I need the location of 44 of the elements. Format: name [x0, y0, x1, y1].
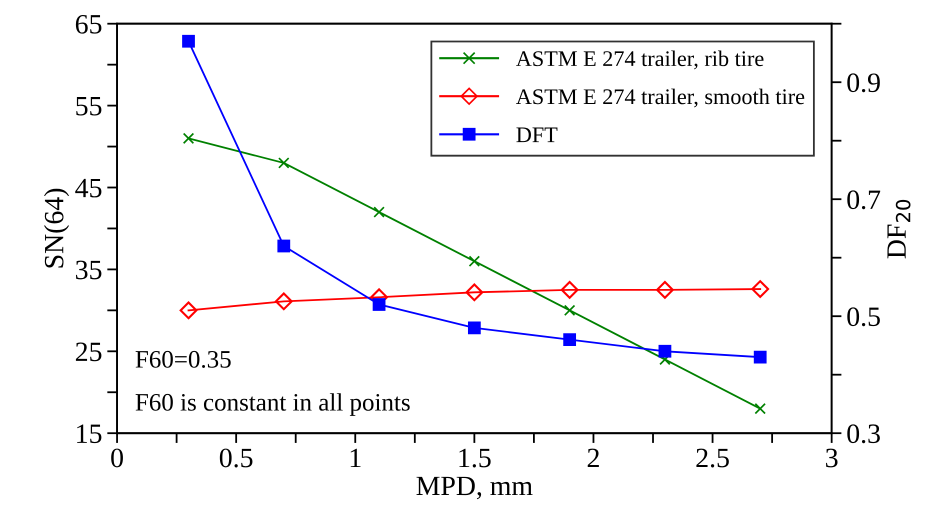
y2-tick-label: 0.7	[847, 190, 880, 210]
y-tick-label: 45	[75, 178, 102, 198]
x-tick-label: 2	[588, 448, 599, 468]
point	[468, 256, 480, 267]
point	[754, 350, 767, 364]
point	[658, 344, 672, 358]
point	[754, 402, 766, 414]
point	[468, 322, 481, 334]
legend-label: ASTM E 274 trailer, rib tire	[516, 50, 764, 70]
x-tick-label: 1.5	[459, 448, 491, 468]
point	[560, 280, 579, 299]
legend-label: ASTM E 274 trailer, smooth tire	[516, 88, 804, 108]
x-tick-label: 3	[826, 448, 838, 468]
point	[278, 157, 290, 169]
x-tick-label: 0	[111, 448, 123, 468]
point	[277, 240, 290, 252]
point	[180, 301, 198, 320]
point	[182, 34, 195, 48]
annotation: F60 is constant in all points	[136, 393, 410, 416]
point	[182, 132, 194, 144]
x-axis-title: MPD, mm	[416, 476, 533, 500]
y-tick-label: 25	[76, 342, 102, 362]
point	[465, 283, 484, 302]
y2-tick-label: 0.5	[847, 307, 880, 326]
point	[564, 304, 576, 316]
y2-axis-title: DF$_{20}$	[887, 200, 910, 258]
point	[373, 206, 385, 218]
point	[372, 298, 386, 311]
legend-label: DFT	[516, 128, 558, 142]
point	[274, 292, 293, 310]
x-tick-label: 2.5	[696, 448, 729, 468]
point	[656, 280, 674, 299]
point	[751, 280, 770, 298]
y2-tick-label: 0.3	[847, 424, 880, 444]
y-tick-label: 55	[76, 97, 102, 116]
y-tick-label: 15	[77, 424, 102, 444]
y2-tick-label: 0.9	[847, 73, 880, 92]
annotation: F60=0.35	[136, 350, 231, 368]
x-tick-label: 1	[350, 448, 361, 468]
x-tick-label: 0.5	[220, 448, 252, 468]
y-axis-title: SN(64)	[44, 188, 70, 268]
point	[563, 333, 576, 346]
y-tick-label: 35	[76, 260, 102, 280]
y-tick-label: 65	[76, 14, 102, 34]
